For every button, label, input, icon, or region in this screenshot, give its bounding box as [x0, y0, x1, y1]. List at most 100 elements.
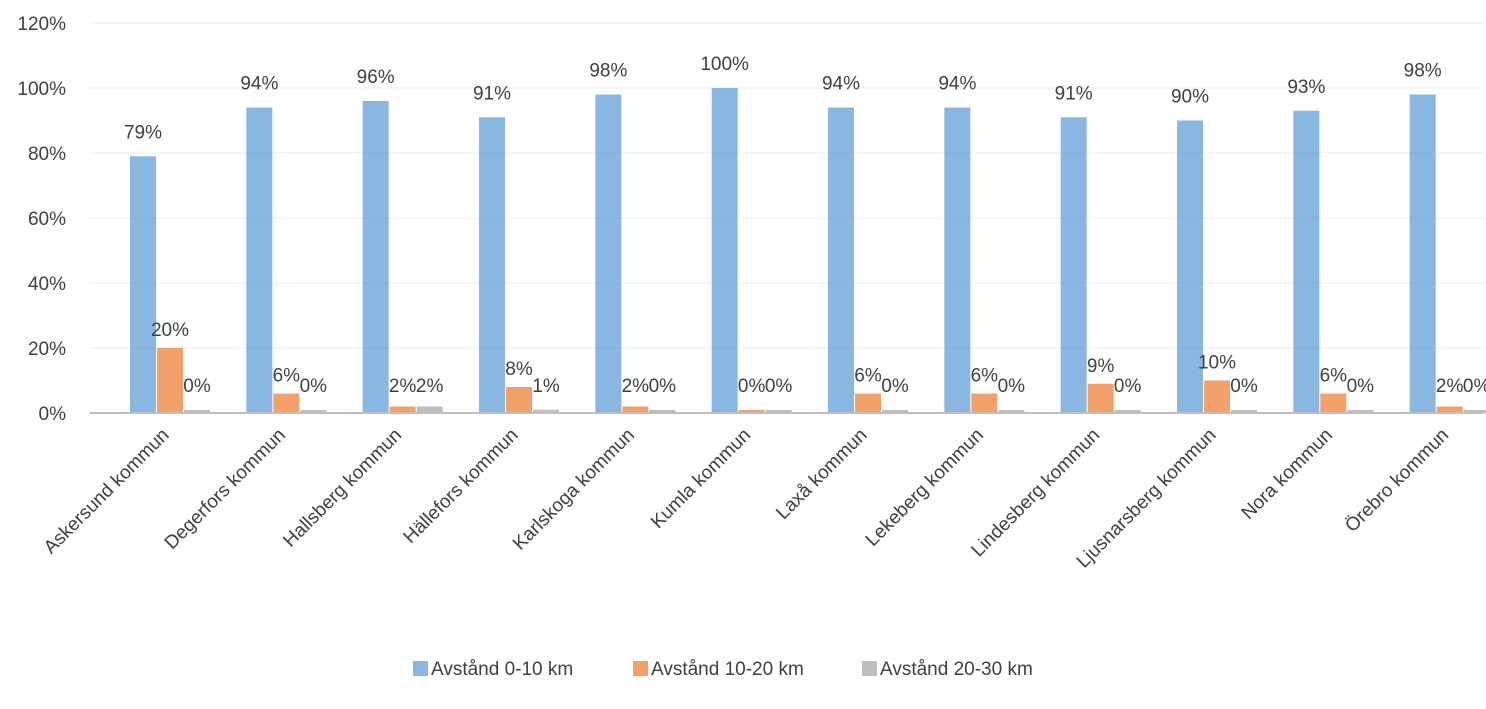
legend-swatch — [862, 661, 877, 676]
bar — [1060, 117, 1087, 413]
data-label: 0% — [1230, 376, 1258, 397]
bar — [273, 393, 300, 413]
data-label: 0% — [300, 376, 328, 397]
data-label: 20% — [151, 320, 189, 341]
bar — [389, 406, 416, 413]
data-label: 94% — [822, 74, 860, 95]
data-label: 79% — [124, 122, 162, 143]
data-label: 96% — [357, 67, 395, 88]
legend-label: Avstånd 0-10 km — [431, 659, 573, 680]
bar — [1204, 380, 1230, 413]
bar — [738, 410, 765, 413]
x-tick-label: Nora kommun — [1238, 425, 1337, 524]
data-label: 0% — [738, 376, 766, 397]
data-label: 100% — [700, 54, 749, 75]
data-label: 6% — [273, 366, 301, 387]
bar — [1293, 110, 1320, 413]
data-label: 6% — [1320, 366, 1348, 387]
bar — [157, 348, 183, 413]
data-label: 0% — [998, 376, 1026, 397]
gridlines — [90, 22, 1484, 349]
x-tick-label: Lindesberg kommun — [968, 425, 1105, 562]
bar — [1436, 406, 1463, 413]
bar — [362, 101, 389, 413]
bar — [300, 410, 327, 413]
legend-label: Avstånd 20-30 km — [880, 659, 1033, 680]
bar — [1463, 410, 1486, 413]
y-tick-label: 80% — [28, 144, 66, 165]
bar — [130, 156, 156, 413]
data-label: 91% — [473, 83, 511, 104]
bar — [1320, 393, 1347, 413]
bar — [622, 406, 649, 413]
bar — [479, 117, 505, 413]
data-label: 2% — [389, 376, 417, 397]
x-tick-label: Degerfors kommun — [161, 425, 290, 554]
bar — [1114, 410, 1141, 413]
data-label: 94% — [240, 74, 278, 95]
data-labels: 79%20%0%94%6% 0%96%2% 2%91%8%1%98%2% 0%100%… — [124, 54, 1486, 397]
bar — [1177, 120, 1203, 413]
bar — [595, 94, 622, 413]
data-label: 1% — [532, 376, 560, 397]
data-label: 2% — [622, 376, 650, 397]
x-tick-label: Askersund kommun — [40, 425, 174, 559]
bar — [971, 393, 998, 413]
data-label: 93% — [1287, 77, 1325, 98]
data-label: 0% — [183, 376, 211, 397]
data-label: 94% — [938, 74, 976, 95]
bar — [184, 410, 210, 413]
data-label: 10% — [1198, 353, 1236, 374]
x-tick-label: Karlskoga kommun — [509, 425, 639, 555]
y-tick-label: 100% — [17, 79, 66, 100]
y-tick-label: 120% — [17, 14, 66, 35]
data-label: 98% — [1404, 61, 1442, 82]
bar — [1409, 94, 1436, 413]
x-tick-label: Hallsberg kommun — [279, 425, 406, 552]
data-label: 0% — [765, 376, 793, 397]
bar — [711, 88, 738, 413]
bar — [1087, 383, 1114, 413]
y-tick-label: 40% — [28, 274, 66, 295]
bar — [416, 406, 443, 413]
legend-swatch — [633, 661, 648, 676]
legend: Avstånd 0-10 km Avstånd 10-20 km Avstånd 2… — [413, 659, 1033, 680]
x-tick-label: Kumla kommun — [647, 425, 755, 533]
data-label: 0% — [1347, 376, 1375, 397]
bar — [246, 107, 273, 413]
y-tick-label: 0% — [39, 404, 67, 425]
x-tick-label: Örebro kommun — [1341, 425, 1453, 537]
x-tick-label: Lekeberg kommun — [862, 425, 988, 551]
bar — [765, 410, 792, 413]
data-label: 6% — [854, 366, 882, 387]
y-tick-label: 60% — [28, 209, 66, 230]
data-label: 90% — [1171, 87, 1209, 108]
data-label: 2% — [1436, 376, 1464, 397]
x-tick-label: Hällefors kommun — [399, 425, 522, 548]
legend-label: Avstånd 10-20 km — [651, 659, 804, 680]
data-label: 98% — [589, 61, 627, 82]
data-label: 0% — [881, 376, 909, 397]
data-label: 0% — [1114, 376, 1142, 397]
bar — [944, 107, 971, 413]
data-label: 0% — [649, 376, 677, 397]
bar — [998, 410, 1025, 413]
y-axis: 0% 20% 40% 60% 80% 100% 120% — [17, 14, 66, 425]
bar — [828, 107, 854, 413]
bar — [1231, 410, 1257, 413]
legend-swatch — [413, 661, 428, 676]
data-label: 91% — [1055, 83, 1093, 104]
x-tick-label: Laxå kommun — [772, 425, 871, 524]
bar — [1347, 410, 1374, 413]
bar — [506, 387, 532, 413]
bar — [855, 393, 881, 413]
data-label: 9% — [1087, 356, 1115, 377]
data-label: 8% — [505, 359, 533, 380]
bar — [649, 410, 676, 413]
data-label: 0% — [1463, 376, 1486, 397]
bar — [533, 409, 559, 413]
bar — [882, 410, 908, 413]
y-tick-label: 20% — [28, 339, 66, 360]
